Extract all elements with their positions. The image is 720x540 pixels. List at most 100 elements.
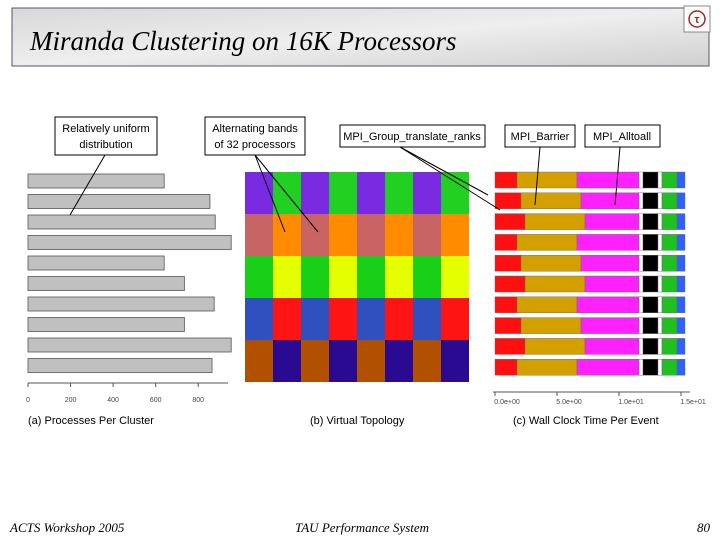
time-segment <box>676 359 686 376</box>
topology-cell <box>441 214 469 256</box>
time-segment <box>676 338 686 355</box>
time-segment <box>576 171 640 189</box>
topology-cell <box>301 214 329 256</box>
topology-cell <box>245 256 273 298</box>
time-segment <box>494 192 522 210</box>
topology-cell <box>413 256 441 298</box>
time-segment <box>580 254 640 272</box>
time-segment <box>642 275 659 293</box>
callout-label: distribution <box>79 139 132 151</box>
time-segment <box>642 171 659 189</box>
topology-cell <box>301 172 329 214</box>
time-segment <box>661 192 678 210</box>
time-segment <box>494 296 518 313</box>
time-segment <box>584 338 640 355</box>
time-segment <box>638 359 644 376</box>
time-segment <box>657 254 663 272</box>
topology-cell <box>329 256 357 298</box>
time-segment <box>638 213 644 230</box>
x-tick-label: 5.0e+00 <box>556 399 582 406</box>
bar <box>27 276 185 291</box>
time-segment <box>661 275 678 293</box>
time-segment <box>576 234 640 251</box>
time-segment <box>516 234 578 251</box>
x-tick-label: 0.0e+00 <box>494 399 520 406</box>
wall-clock-chart: 0.0e+00 5.0e+00 1.0e+01 1.5e+01 <box>493 171 706 406</box>
topology-cell <box>273 172 301 214</box>
topology-cell <box>245 172 273 214</box>
time-segment <box>661 317 678 334</box>
topology-cell <box>273 256 301 298</box>
bar <box>27 214 216 230</box>
time-segment <box>638 254 644 272</box>
caption: (a) Processes Per Cluster <box>28 415 154 427</box>
time-segment <box>638 171 644 189</box>
footer-center: TAU Performance System <box>295 520 429 535</box>
slide-title: Miranda Clustering on 16K Processors <box>29 26 457 56</box>
time-segment <box>661 234 678 251</box>
time-segment <box>638 317 644 334</box>
time-segment <box>657 338 663 355</box>
topology-cell <box>441 340 469 382</box>
topology-cell <box>273 298 301 340</box>
topology-cell <box>385 172 413 214</box>
time-segment <box>657 296 663 313</box>
time-segment <box>676 296 686 313</box>
topology-cell <box>441 298 469 340</box>
time-segment <box>676 275 686 293</box>
callouts <box>54 116 661 233</box>
time-segment <box>657 213 663 230</box>
topology-cell <box>357 172 385 214</box>
time-segment <box>638 234 644 251</box>
topology-cell <box>245 340 273 382</box>
time-segment <box>661 254 678 272</box>
time-segment <box>676 192 686 210</box>
topology-cell <box>385 340 413 382</box>
time-segment <box>642 338 659 355</box>
bar <box>27 358 213 373</box>
time-segment <box>657 359 663 376</box>
time-segment <box>642 317 659 334</box>
time-segment <box>494 275 526 293</box>
topology-cell <box>357 214 385 256</box>
topology-cell <box>413 298 441 340</box>
time-segment <box>661 296 678 313</box>
time-segment <box>494 338 526 355</box>
bar <box>27 235 232 250</box>
bar <box>27 173 165 189</box>
topology-cell <box>385 214 413 256</box>
bar <box>27 317 185 332</box>
time-segment <box>494 254 522 272</box>
topology-cell <box>413 214 441 256</box>
topology-cell <box>301 298 329 340</box>
time-segment <box>642 234 659 251</box>
time-segment <box>494 234 518 251</box>
topology-cell <box>245 214 273 256</box>
time-segment <box>638 192 644 210</box>
time-segment <box>676 171 686 189</box>
callout-text: Relatively uniform distribution Alternat… <box>62 123 651 151</box>
x-tick-label: 200 <box>65 397 77 404</box>
x-tick-label: 1.0e+01 <box>618 399 644 406</box>
topology-cell <box>385 298 413 340</box>
time-segment <box>494 317 522 334</box>
time-segment <box>576 359 640 376</box>
topology-cell <box>329 340 357 382</box>
callout-label: MPI_Alltoall <box>593 131 651 143</box>
topology-cell <box>329 172 357 214</box>
topology-cell <box>301 256 329 298</box>
time-segment <box>580 317 640 334</box>
callout-label: of 32 processors <box>214 139 296 151</box>
topology-cell <box>329 214 357 256</box>
time-segment <box>520 317 582 334</box>
time-segment <box>657 317 663 334</box>
time-segment <box>520 192 582 210</box>
time-segment <box>642 296 659 313</box>
time-segment <box>661 338 678 355</box>
time-segment <box>494 359 518 376</box>
bar <box>27 255 165 271</box>
time-segment <box>642 213 659 230</box>
time-segment <box>661 171 678 189</box>
time-segment <box>657 192 663 210</box>
time-segment <box>580 192 640 210</box>
